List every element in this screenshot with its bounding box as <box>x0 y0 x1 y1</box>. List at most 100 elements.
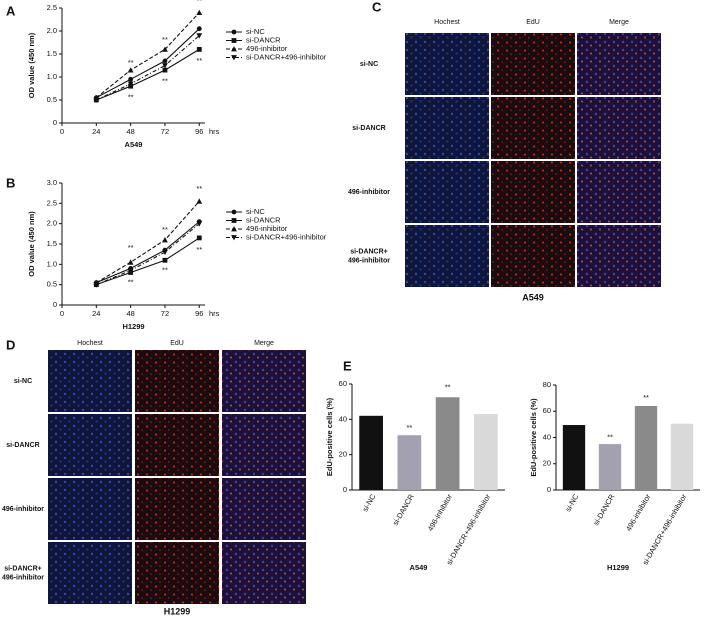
annotation: ** <box>445 383 451 392</box>
row-label: 496-inhibitor <box>2 506 44 513</box>
x-unit: hrs <box>209 127 220 136</box>
marker <box>231 38 237 43</box>
marker <box>231 209 237 215</box>
y-tick-label: 2.0 <box>47 219 57 228</box>
annotation: ** <box>162 225 168 234</box>
x-tick-label: si-NC <box>563 492 580 513</box>
legend-label: si-NC <box>246 27 265 36</box>
panel-label: D <box>6 337 15 352</box>
x-tick-label: 24 <box>92 309 100 318</box>
y-tick-label: 0 <box>547 485 551 494</box>
y-axis-label: OD value (450 nm) <box>27 211 36 277</box>
micrograph <box>405 225 489 287</box>
micrograph <box>491 225 575 287</box>
y-tick-label: 0 <box>53 118 57 127</box>
panel-title: H1299 <box>164 606 191 616</box>
micrograph <box>491 33 575 95</box>
series-line <box>96 237 200 286</box>
annotation: ** <box>196 0 202 5</box>
marker <box>231 226 237 232</box>
y-tick-label: 80 <box>543 380 551 389</box>
y-tick-label: 1.5 <box>47 49 57 58</box>
legend-label: si-NC <box>246 207 265 216</box>
y-tick-label: 20 <box>339 450 347 459</box>
legend-label: si-DANCR+496-inhibitor <box>246 52 327 61</box>
micrograph <box>48 478 132 540</box>
annotation: ** <box>196 184 202 193</box>
row-label: si-NC <box>14 378 32 385</box>
panel-label: C <box>372 0 382 14</box>
y-tick-label: 60 <box>339 379 347 388</box>
bar <box>598 444 622 490</box>
bar <box>670 423 694 490</box>
marker <box>231 29 237 35</box>
x-tick-label: si-DANCR+496-inhibitor <box>444 492 492 566</box>
x-axis-label: H1299 <box>122 322 144 331</box>
x-tick-label: 24 <box>92 127 100 136</box>
x-tick-label: 48 <box>126 127 134 136</box>
y-axis-label: OD value (450 nm) <box>27 32 36 98</box>
row-label: si-DANCR+ <box>4 565 42 572</box>
micrograph <box>48 542 132 604</box>
marker <box>93 97 100 103</box>
bar <box>435 397 460 490</box>
marker <box>162 249 168 256</box>
y-tick-label: 1.5 <box>47 239 57 248</box>
row-label: si-NC <box>360 61 378 68</box>
x-tick-label: 72 <box>161 309 169 318</box>
y-tick-label: 3.0 <box>47 178 57 187</box>
y-tick-label: 2.5 <box>47 198 57 207</box>
marker <box>196 26 202 32</box>
annotation: ** <box>162 35 168 44</box>
micrograph <box>405 161 489 223</box>
y-tick-label: 0.5 <box>47 95 57 104</box>
marker <box>231 218 237 223</box>
x-tick-label: 72 <box>161 127 169 136</box>
x-tick-label: si-DANCR <box>391 492 416 527</box>
x-tick-label: 48 <box>126 309 134 318</box>
marker <box>127 81 134 87</box>
bar <box>359 415 383 490</box>
annotation: ** <box>406 423 412 432</box>
y-tick-label: 40 <box>339 414 347 423</box>
y-tick-label: 60 <box>543 406 551 415</box>
y-tick-label: 0.5 <box>47 280 57 289</box>
micrograph <box>491 161 575 223</box>
marker <box>162 46 168 52</box>
micrograph <box>222 478 306 540</box>
bar <box>474 414 498 490</box>
y-tick-label: 2.0 <box>47 26 57 35</box>
x-tick-label: 96 <box>195 127 203 136</box>
marker <box>231 46 237 52</box>
legend-label: si-DANCR <box>246 35 281 44</box>
marker <box>127 268 134 274</box>
x-tick-label: si-NC <box>360 492 377 513</box>
x-axis-label: A549 <box>125 140 143 149</box>
marker <box>128 76 134 82</box>
y-tick-label: 2.5 <box>47 3 57 12</box>
marker <box>196 221 203 227</box>
x-tick-label: si-DANCR <box>591 492 616 527</box>
marker <box>196 47 202 52</box>
micrograph <box>222 414 306 476</box>
x-tick-label: 0 <box>60 309 64 318</box>
panel-label: B <box>6 175 15 190</box>
marker <box>162 67 168 73</box>
bar <box>634 406 658 490</box>
column-header: EdU <box>526 19 540 26</box>
y-tick-label: 1.0 <box>47 259 57 268</box>
y-tick-label: 20 <box>543 459 551 468</box>
row-label: 496-inhibitor <box>348 189 390 196</box>
annotation: ** <box>128 278 134 287</box>
annotation: ** <box>128 58 134 67</box>
panel-label: E <box>343 358 352 373</box>
marker <box>162 58 168 64</box>
annotation: ** <box>643 393 649 402</box>
annotation: ** <box>162 265 168 274</box>
column-header: Hochest <box>77 340 103 347</box>
panel-label: A <box>6 3 16 18</box>
micrograph <box>135 542 219 604</box>
panel-title: A549 <box>522 292 544 302</box>
column-header: Merge <box>254 340 274 347</box>
